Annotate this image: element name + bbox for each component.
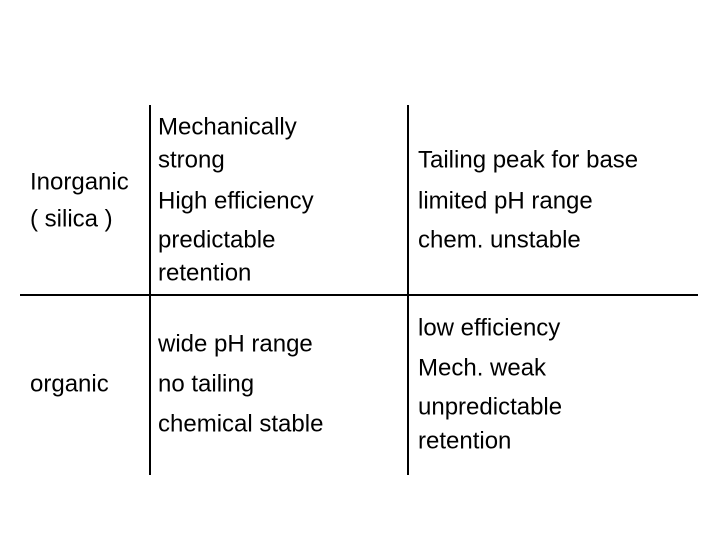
cell-text: retention bbox=[418, 427, 511, 454]
cell-text: Mech. weak bbox=[418, 354, 547, 381]
cell-text: retention bbox=[158, 259, 251, 286]
cell-text: Inorganic bbox=[30, 168, 129, 195]
cell-text: ( silica ) bbox=[30, 205, 113, 232]
cell-text: Mechanically bbox=[158, 113, 297, 140]
cell-text: organic bbox=[30, 370, 109, 397]
cell-text: low efficiency bbox=[418, 314, 560, 341]
cell-text: limited pH range bbox=[418, 187, 593, 214]
cell-text: strong bbox=[158, 146, 225, 173]
cell-text: chem. unstable bbox=[418, 226, 581, 253]
cell-text: Tailing peak for base bbox=[418, 146, 638, 173]
cell-text: chemical stable bbox=[158, 410, 323, 437]
cell-text: High efficiency bbox=[158, 187, 314, 214]
cell-text: unpredictable bbox=[418, 393, 562, 420]
cell-text: no tailing bbox=[158, 370, 254, 397]
cell-text: wide pH range bbox=[157, 330, 313, 357]
cell-text: predictable bbox=[158, 226, 275, 253]
